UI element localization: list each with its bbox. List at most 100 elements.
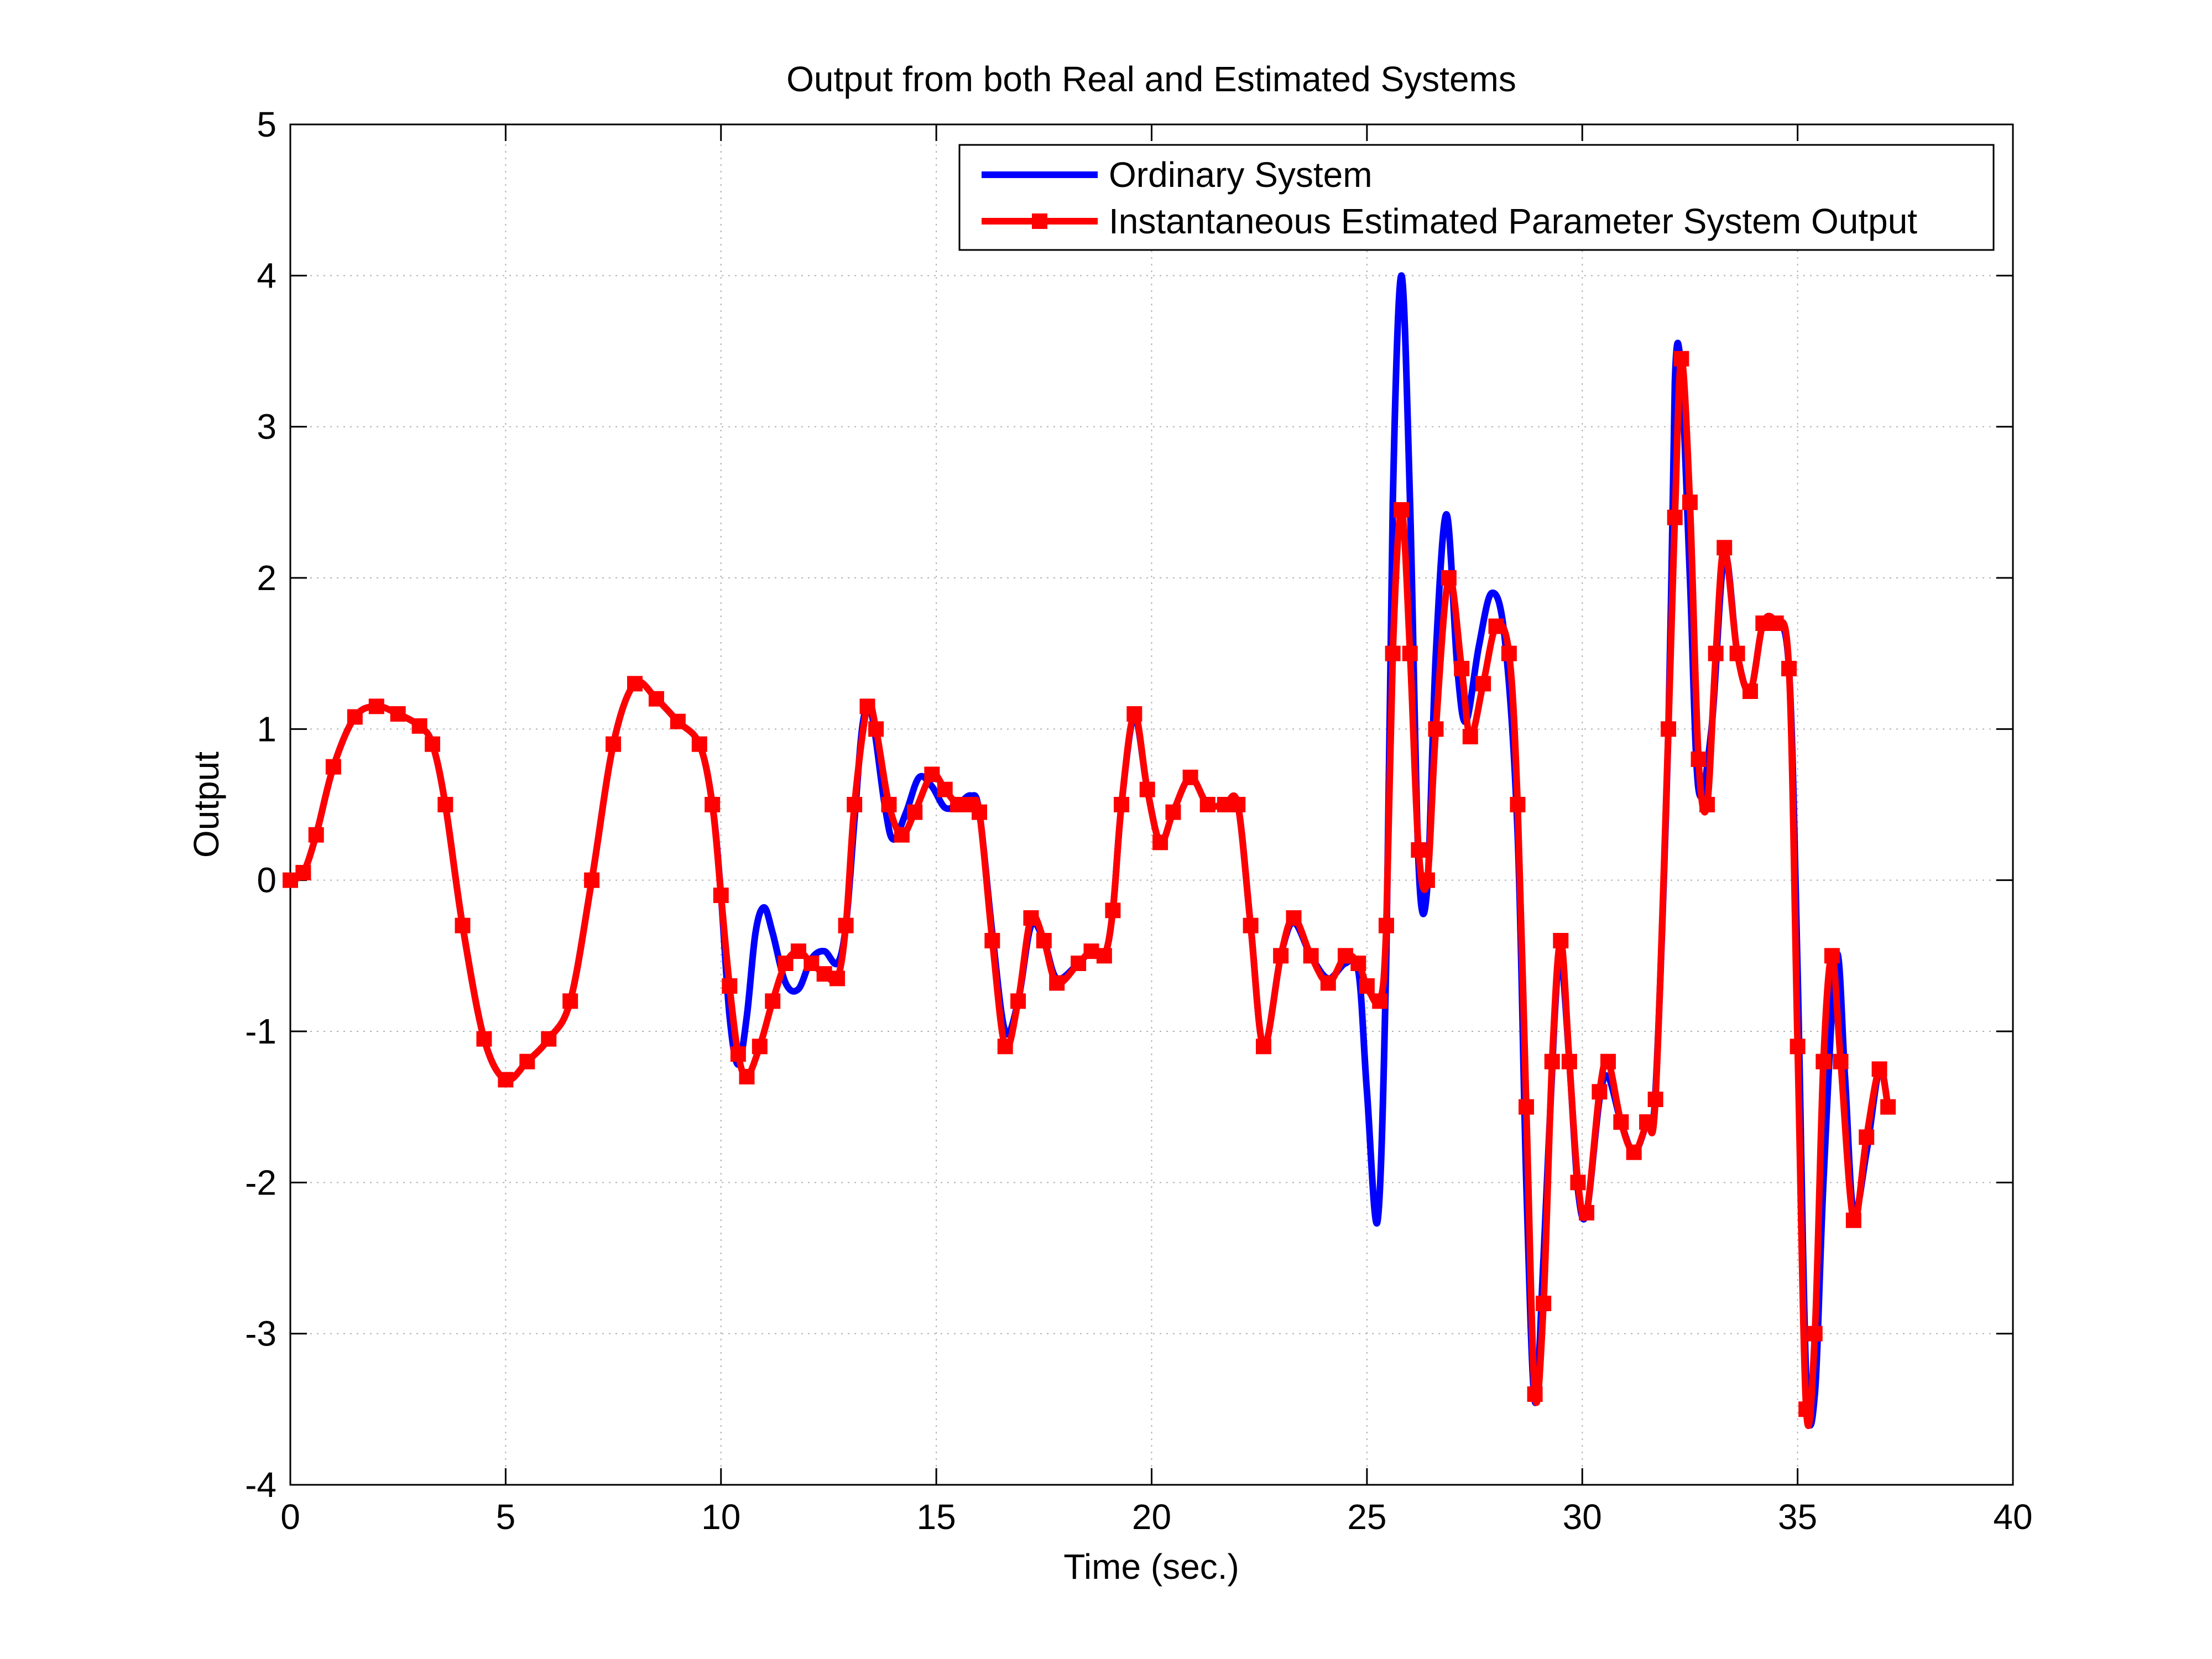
data-point-marker (476, 1031, 492, 1047)
data-point-marker (541, 1031, 557, 1047)
data-point-marker (1755, 615, 1771, 631)
data-point-marker (1105, 902, 1121, 919)
data-point-marker (838, 917, 854, 933)
x-tick-label: 40 (1993, 1497, 2032, 1537)
data-point-marker (1372, 993, 1388, 1009)
data-point-marker (984, 933, 1000, 948)
grid (290, 124, 2013, 1485)
data-point-marker (1320, 975, 1336, 991)
y-axis-label: Output (186, 752, 226, 858)
data-point-marker (1871, 1061, 1887, 1077)
y-tick-label: 2 (257, 558, 276, 598)
data-point-marker (804, 956, 820, 971)
data-point-marker (1217, 797, 1233, 812)
x-axis-label: Time (sec.) (1063, 1547, 1239, 1587)
data-point-marker (1165, 804, 1181, 820)
data-point-marker (1441, 570, 1457, 586)
data-point-marker (1824, 948, 1840, 964)
y-tick-label: 5 (257, 105, 276, 144)
data-point-marker (1544, 1053, 1560, 1070)
data-point-marker (730, 1046, 746, 1062)
data-point-marker (868, 721, 884, 737)
data-point-marker (1350, 956, 1366, 971)
data-point-marker (390, 706, 406, 722)
data-point-marker (519, 1053, 535, 1070)
data-point-marker (368, 698, 384, 714)
legend: Ordinary System Instantaneous Estimated … (958, 144, 1995, 251)
y-tick-label: -4 (245, 1465, 276, 1505)
y-tick-label: 4 (257, 255, 276, 295)
data-point-marker (997, 1039, 1013, 1055)
data-point-marker (1798, 1401, 1814, 1417)
legend-marker-estimated (1032, 213, 1047, 229)
data-point-marker (584, 872, 600, 888)
y-tick-label: -1 (245, 1011, 276, 1051)
data-point-marker (765, 993, 781, 1009)
data-point-marker (907, 804, 923, 820)
data-point-marker (1579, 1205, 1595, 1220)
data-point-marker (1462, 729, 1478, 744)
data-point-marker (1010, 993, 1026, 1009)
legend-label-estimated: Instantaneous Estimated Parameter System… (1109, 201, 1917, 241)
data-point-marker (1139, 781, 1155, 797)
tick-marks (289, 123, 2014, 1486)
data-point-marker (1859, 1129, 1875, 1145)
legend-box (958, 144, 1995, 251)
data-point-marker (881, 797, 897, 812)
data-point-marker (1411, 842, 1427, 858)
data-point-marker (1570, 1175, 1586, 1191)
data-point-marker (1488, 618, 1504, 634)
data-point-marker (424, 736, 440, 752)
data-point-marker (411, 718, 427, 734)
x-tick-labels: 0 5 10 15 20 25 30 35 40 (280, 1497, 2032, 1537)
data-point-marker (691, 736, 707, 752)
data-point-marker (1639, 1114, 1655, 1130)
data-point-marker (1600, 1053, 1616, 1070)
data-point-marker (1152, 834, 1168, 851)
data-point-marker (1394, 502, 1410, 518)
data-point-marker (713, 888, 729, 903)
data-point-marker (778, 956, 794, 971)
data-point-marker (1781, 661, 1797, 676)
y-tick-labels: -4 -3 -2 -1 0 1 2 3 4 5 (245, 105, 276, 1505)
data-point-marker (1113, 797, 1129, 812)
series-layer (283, 272, 1896, 1430)
x-tick-label: 0 (280, 1497, 300, 1537)
data-point-marker (1023, 910, 1039, 926)
data-point-marker (830, 971, 846, 987)
data-point-marker (752, 1039, 768, 1055)
data-point-marker (325, 759, 341, 775)
data-point-marker (816, 966, 832, 982)
data-point-marker (1880, 1099, 1896, 1115)
data-point-marker (1402, 645, 1418, 661)
data-point-marker (1510, 797, 1526, 812)
x-tick-label: 15 (917, 1497, 956, 1537)
x-tick-label: 20 (1132, 1497, 1171, 1537)
data-point-marker (455, 917, 471, 933)
data-point-marker (1359, 978, 1375, 994)
data-point-marker (1661, 721, 1676, 737)
data-point-marker (1428, 721, 1444, 737)
data-point-marker (1199, 797, 1215, 812)
data-point-marker (498, 1072, 514, 1088)
data-point-marker (1845, 1212, 1861, 1228)
data-point-marker (1699, 797, 1715, 812)
data-point-marker (1561, 1053, 1577, 1070)
data-point-marker (1768, 615, 1784, 631)
data-point-marker (705, 797, 721, 812)
data-point-marker (1553, 933, 1569, 948)
data-point-marker (1667, 509, 1683, 525)
data-point-marker (1790, 1039, 1806, 1055)
data-point-marker (1126, 706, 1142, 722)
chart-title: Output from both Real and Estimated Syst… (786, 59, 1516, 99)
data-point-marker (670, 713, 686, 729)
x-tick-label: 10 (701, 1497, 740, 1537)
data-point-marker (924, 766, 940, 782)
y-tick-label: 3 (257, 407, 276, 447)
data-point-marker (1419, 872, 1435, 888)
data-point-marker (1592, 1084, 1608, 1100)
y-tick-label: 0 (257, 860, 276, 900)
data-point-marker (437, 797, 453, 812)
data-point-marker (1255, 1039, 1271, 1055)
